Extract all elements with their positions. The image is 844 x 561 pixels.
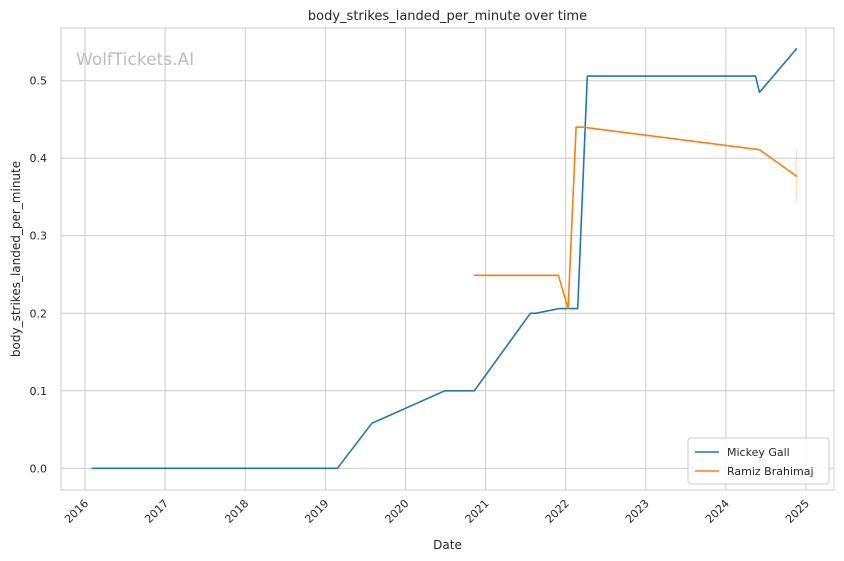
grid-lines [61,28,834,490]
y-axis-label: body_strikes_landed_per_minute [9,161,23,357]
x-tick-label: 2019 [302,497,331,526]
x-tick-label: 2022 [543,497,572,526]
x-tick-label: 2024 [703,497,732,526]
legend-label: Mickey Gall [727,446,790,459]
legend-box [687,437,830,485]
y-tick-label: 0.1 [30,385,48,398]
y-tick-label: 0.5 [30,75,48,88]
y-tick-label: 0.3 [30,230,48,243]
plot-frame [60,27,835,491]
x-tick-label: 2016 [62,497,91,526]
series-layer [91,48,798,470]
x-tick-label: 2025 [783,497,812,526]
series-line [91,48,798,470]
x-tick-label: 2018 [222,497,251,526]
x-tick-label: 2020 [383,497,412,526]
legend-label: Ramiz Brahimaj [727,465,814,478]
y-tick-label: 0.0 [30,462,48,475]
y-tick-label: 0.4 [30,152,48,165]
series-line [473,126,798,310]
x-tick-label: 2023 [623,497,652,526]
x-tick-label: 2017 [142,497,171,526]
x-axis-label: Date [433,538,462,552]
x-tick-label: 2021 [463,497,492,526]
y-tick-label: 0.2 [30,307,48,320]
chart-title: body_strikes_landed_per_minute over time [308,9,587,24]
legend: Mickey Gall Ramiz Brahimaj [687,437,830,485]
watermark: WolfTickets.AI [76,50,194,70]
